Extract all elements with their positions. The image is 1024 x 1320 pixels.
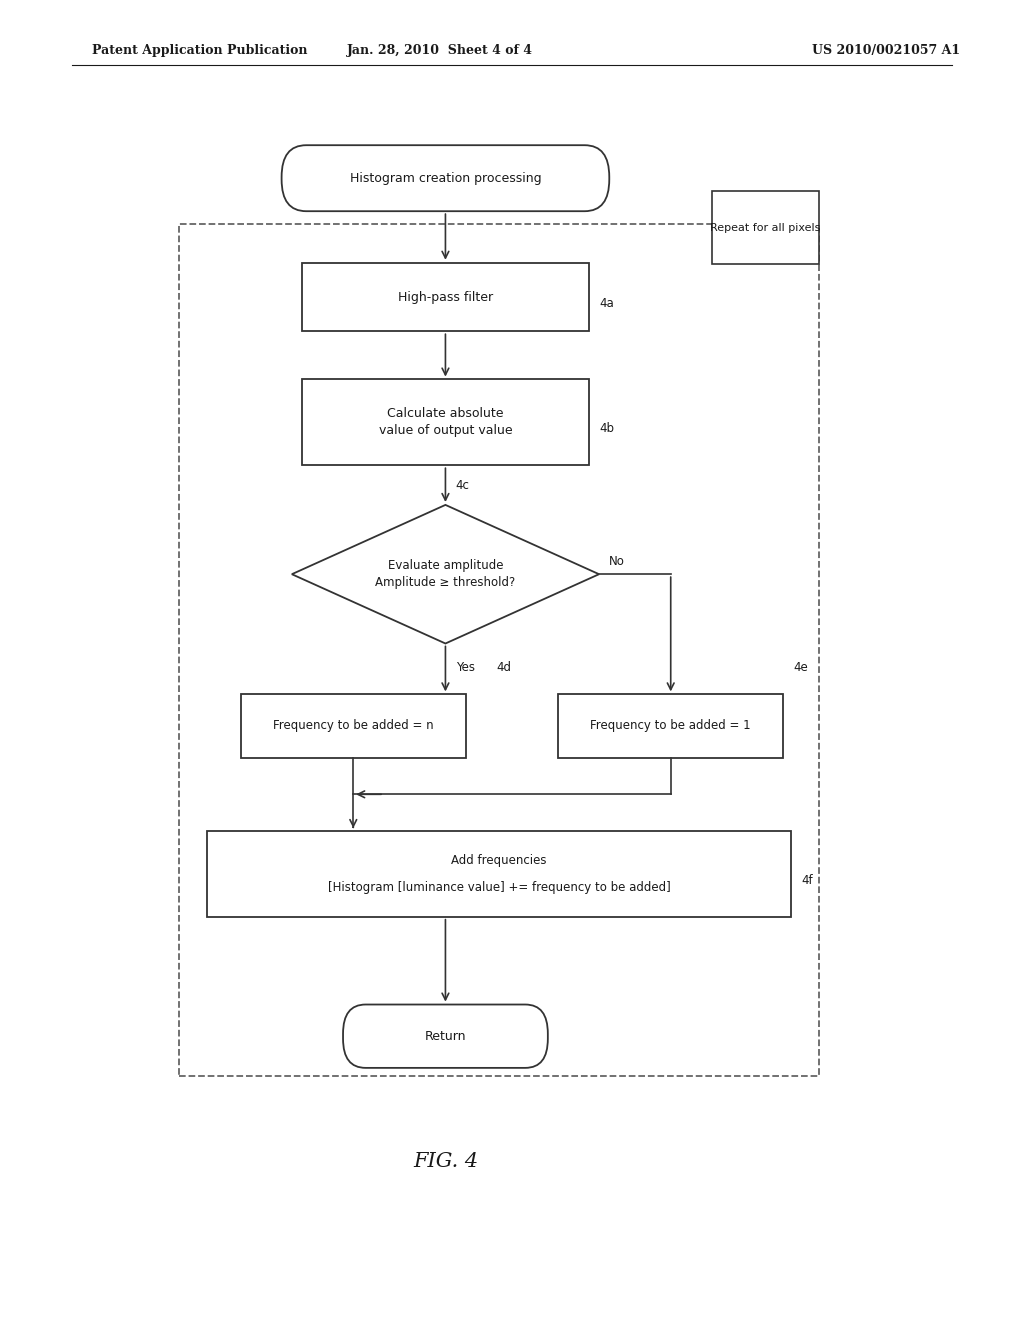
- Text: Yes: Yes: [456, 661, 475, 673]
- Text: 4d: 4d: [497, 661, 512, 673]
- Bar: [179, 224, 819, 1076]
- Text: Jan. 28, 2010  Sheet 4 of 4: Jan. 28, 2010 Sheet 4 of 4: [347, 44, 534, 57]
- Polygon shape: [292, 506, 599, 644]
- Text: No: No: [609, 554, 626, 568]
- Bar: [241, 694, 466, 758]
- Text: [Histogram [luminance value] += frequency to be added]: [Histogram [luminance value] += frequenc…: [328, 880, 671, 894]
- Text: 4c: 4c: [456, 479, 470, 492]
- Text: Frequency to be added = n: Frequency to be added = n: [273, 719, 433, 733]
- Text: Calculate absolute
value of output value: Calculate absolute value of output value: [379, 408, 512, 437]
- Text: FIG. 4: FIG. 4: [413, 1152, 478, 1171]
- Text: 4f: 4f: [801, 874, 813, 887]
- Text: Histogram creation processing: Histogram creation processing: [349, 172, 542, 185]
- Text: Frequency to be added = 1: Frequency to be added = 1: [591, 719, 751, 733]
- Bar: [302, 379, 589, 465]
- Text: 4e: 4e: [794, 661, 808, 675]
- Text: Evaluate amplitude
Amplitude ≥ threshold?: Evaluate amplitude Amplitude ≥ threshold…: [376, 560, 515, 589]
- Text: High-pass filter: High-pass filter: [398, 290, 493, 304]
- Text: Add frequencies: Add frequencies: [452, 854, 547, 867]
- Text: Return: Return: [425, 1030, 466, 1043]
- FancyBboxPatch shape: [282, 145, 609, 211]
- FancyBboxPatch shape: [343, 1005, 548, 1068]
- Bar: [302, 263, 589, 331]
- Text: Repeat for all pixels: Repeat for all pixels: [711, 223, 820, 232]
- Text: 4a: 4a: [599, 297, 613, 310]
- Bar: [712, 191, 819, 264]
- Text: Patent Application Publication: Patent Application Publication: [92, 44, 307, 57]
- Text: 4b: 4b: [599, 422, 614, 436]
- Text: US 2010/0021057 A1: US 2010/0021057 A1: [812, 44, 959, 57]
- Bar: [207, 832, 791, 916]
- Bar: [558, 694, 783, 758]
